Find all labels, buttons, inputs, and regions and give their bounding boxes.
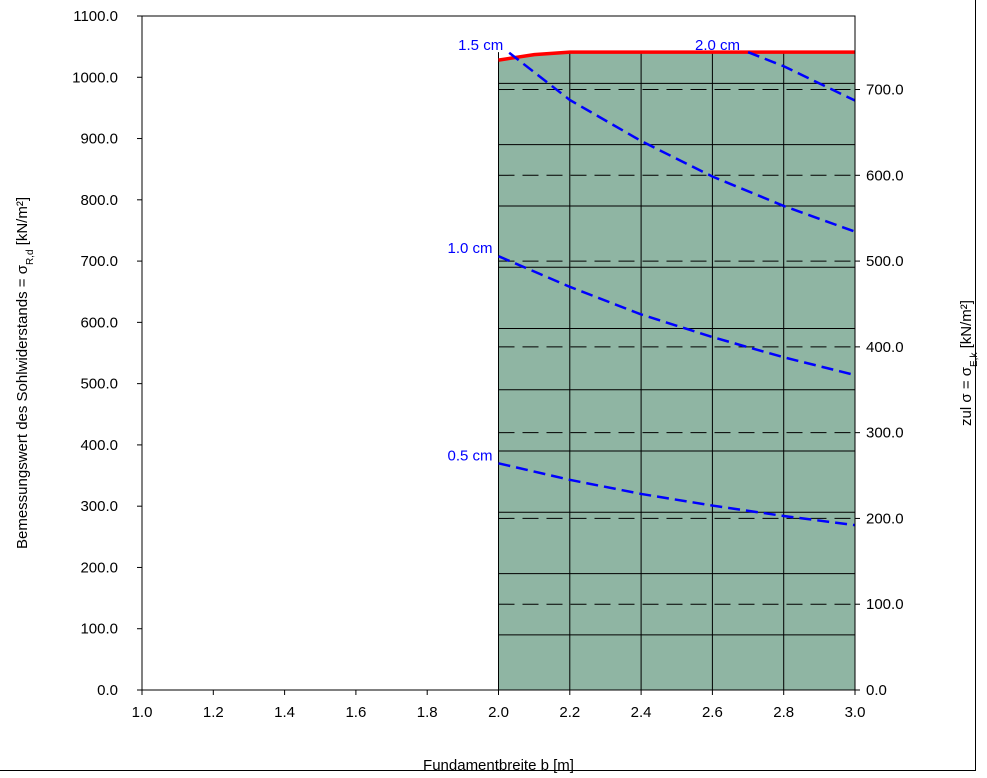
y-left-tick-label: 1100.0 [73,8,118,25]
curve-label: 1.0 cm [447,240,492,257]
x-tick-label: 1.8 [417,704,438,721]
curve-label: 1.5 cm [458,37,503,54]
x-tick-label: 2.6 [702,704,723,721]
x-tick-label: 1.2 [203,704,224,721]
y-right-tick-label: 100.0 [866,596,904,613]
y-right-axis-title: zul σ = σE,k [kN/m²] [958,300,980,426]
settlement-curve-10cm [498,255,856,377]
y-left-tick-label: 900.0 [80,131,118,148]
y-left-tick-label: 500.0 [80,376,118,393]
settlement-curve-15cm [508,51,856,233]
curves: 0.5 cm 1.0 cm 1.5 cm 2.0 cm [447,37,856,527]
y-left-tick-label: 100.0 [80,621,118,638]
x-tick-label: 2.0 [488,704,509,721]
y-right-tick-label: 300.0 [866,425,904,442]
y-left-tick-label: 800.0 [80,192,118,209]
y-left-tick-label: 1000.0 [72,69,118,86]
y-right-tick-label: 700.0 [866,82,904,99]
x-axis-title: Fundamentbreite b [m] [423,757,574,774]
x-tick-label: 1.4 [274,704,295,721]
y-left-tick-label: 200.0 [80,559,118,576]
x-tick-label: 3.0 [845,704,866,721]
settlement-curve-05cm [498,462,856,527]
y-right-tick-label: 200.0 [866,510,904,527]
x-tick-label: 2.8 [773,704,794,721]
figure-frame [0,0,976,771]
y-left-tick-label: 300.0 [80,498,118,515]
curve-label: 0.5 cm [447,447,492,464]
ticks: 1.0 1.2 1.4 1.6 1.8 2.0 2.2 2.4 2.6 2.8 3.00.0100.… [72,8,903,721]
y-right-tick-label: 600.0 [866,167,904,184]
y-right-tick-label: 0.0 [866,682,887,699]
y-left-tick-label: 600.0 [80,314,118,331]
x-tick-label: 1.0 [132,704,153,721]
region-fill [498,52,855,691]
curve-label: 2.0 cm [695,37,740,54]
y-left-tick-label: 400.0 [80,437,118,454]
settlement-curve-20cm [747,50,856,102]
feasible-region [498,52,855,691]
x-tick-label: 2.4 [631,704,652,721]
y-right-tick-label: 500.0 [866,253,904,270]
y-left-tick-label: 0.0 [97,682,118,699]
grid [498,52,855,690]
y-left-axis-title: Bemessungswert des Sohlwiderstands = σR,… [14,197,36,549]
y-right-tick-label: 400.0 [866,339,904,356]
x-tick-label: 2.2 [559,704,580,721]
x-tick-label: 1.6 [345,704,366,721]
y-left-tick-label: 700.0 [80,253,118,270]
